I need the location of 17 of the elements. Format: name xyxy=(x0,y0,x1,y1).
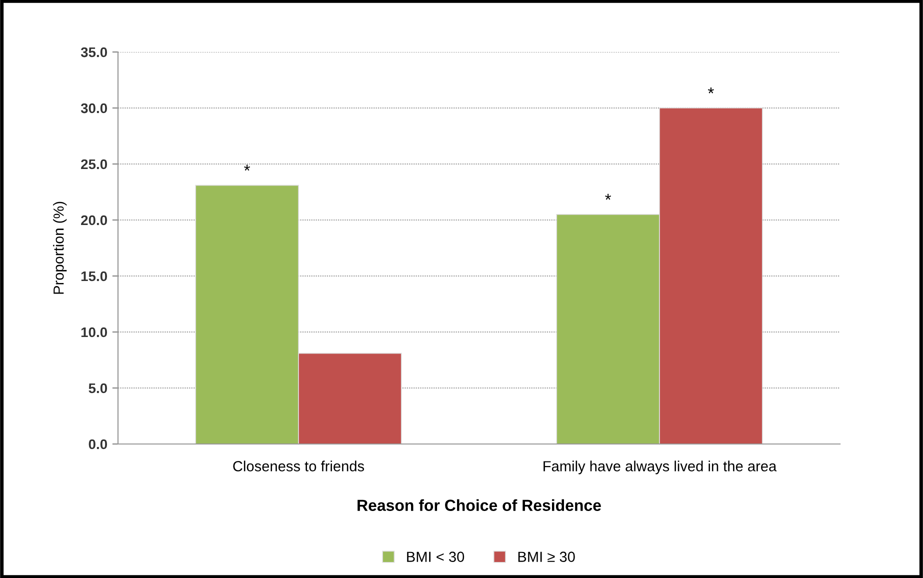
x-tick-label: Family have always lived in the area xyxy=(544,460,777,474)
y-tick-label: 15.0 xyxy=(81,271,108,282)
x-tick-label: Closeness to friends xyxy=(233,460,364,472)
y-tick-label: 25.0 xyxy=(81,159,108,170)
y-tick-label: 30.0 xyxy=(80,103,108,114)
y-axis-title: Proportion (%) xyxy=(53,202,67,294)
legend-label: BMI ≥ 30 xyxy=(518,552,575,562)
annotation: * xyxy=(708,88,714,94)
x-axis-title: Reason for Choice of Residence xyxy=(358,499,601,511)
y-tick-label: 10.0 xyxy=(81,327,108,338)
y-tick-label: 20.0 xyxy=(81,215,108,226)
legend-label: BMI < 30 xyxy=(407,552,464,562)
annotation: * xyxy=(605,194,612,200)
y-tick-label: 5.0 xyxy=(88,383,108,394)
y-tick-label: 35.0 xyxy=(80,47,108,58)
y-tick-label: 0.0 xyxy=(88,439,108,450)
annotation: * xyxy=(244,164,250,171)
